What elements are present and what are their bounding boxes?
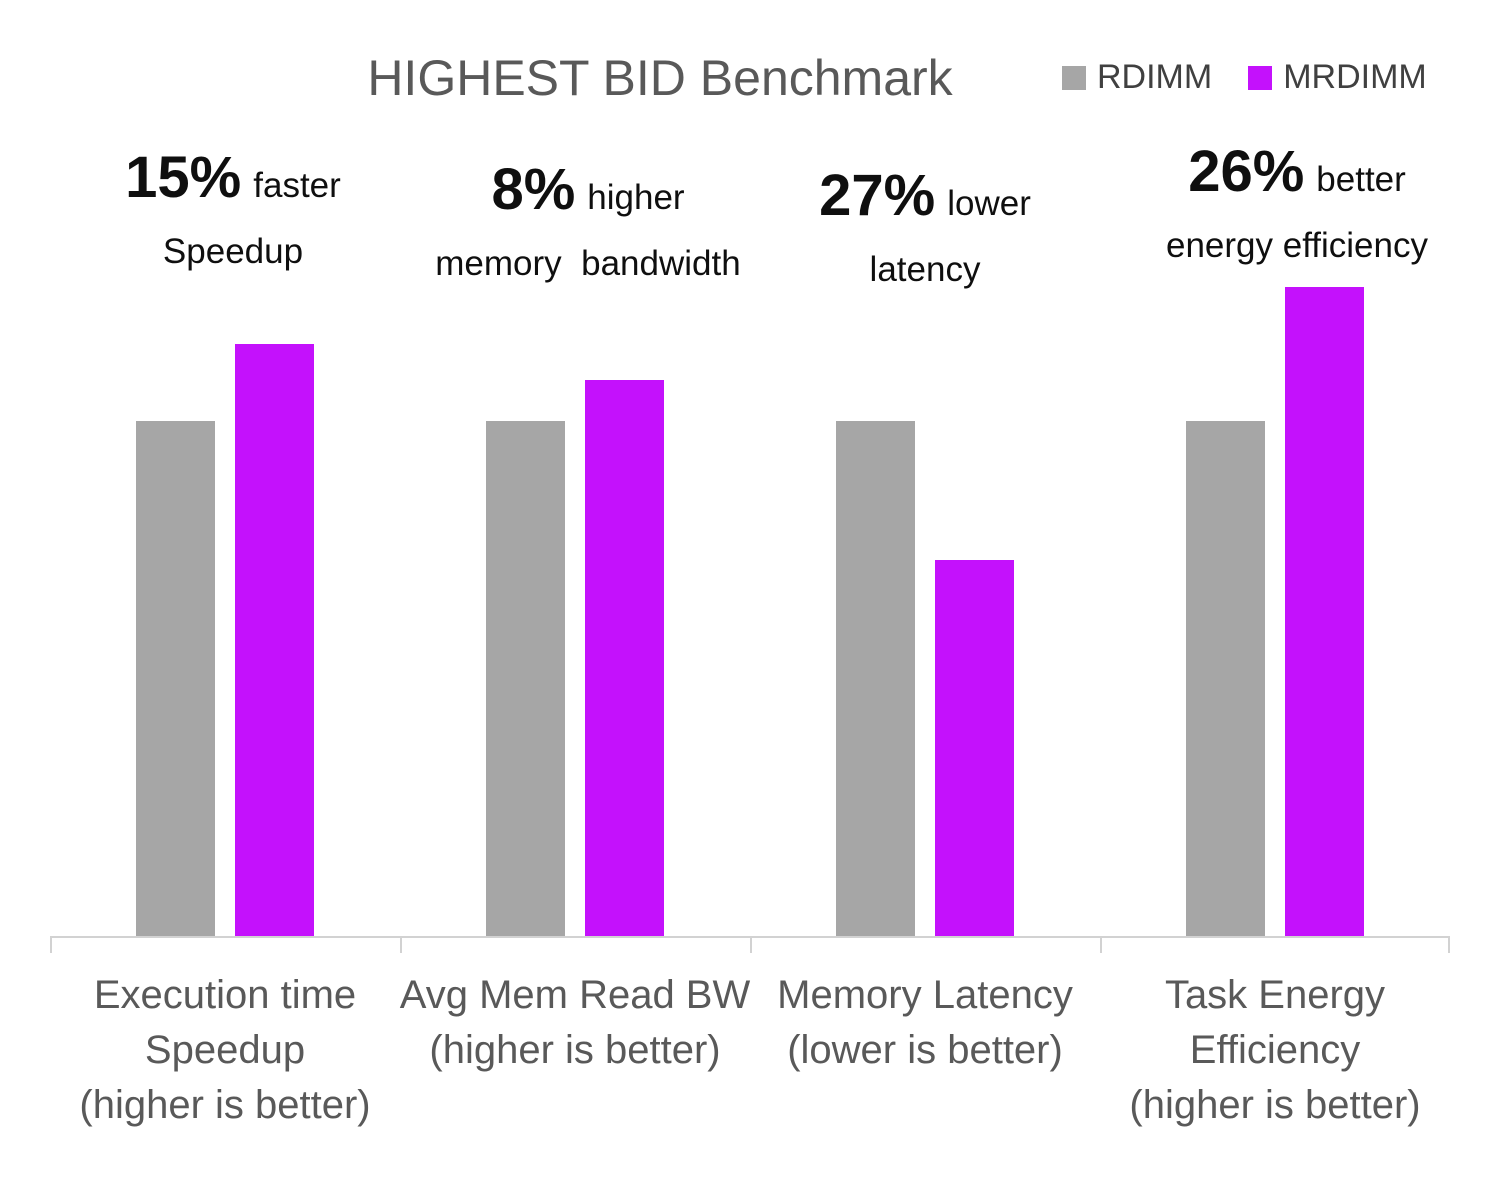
category-label-line: (higher is better): [1129, 1083, 1421, 1127]
category-label-line: Memory Latency: [777, 973, 1073, 1017]
annotation-qualifier: higher: [587, 178, 685, 217]
annotation: 27% lower latency: [750, 164, 1100, 293]
x-axis-tick: [1448, 936, 1450, 953]
annotation-headline: 15% faster: [58, 146, 408, 225]
annotation-percent: 15%: [125, 145, 242, 210]
bar-mrdimm: [235, 344, 314, 936]
category-label: Memory Latency (lower is better): [740, 968, 1110, 1078]
x-axis-tick: [50, 936, 52, 953]
category-label-line: Avg Mem Read BW: [399, 973, 751, 1017]
category-label: Avg Mem Read BW (higher is better): [390, 968, 760, 1078]
legend-label: MRDIMM: [1283, 58, 1427, 96]
category-label-line: (higher is better): [429, 1028, 721, 1072]
annotation: 15% faster Speedup: [58, 146, 408, 275]
annotation-percent: 27%: [819, 163, 936, 228]
bar-mrdimm: [935, 560, 1014, 936]
x-axis-tick: [1100, 936, 1102, 953]
category-label-line: (higher is better): [79, 1083, 371, 1127]
category-label-line: Task Energy: [1164, 973, 1386, 1017]
bar-rdimm: [836, 421, 915, 936]
category-label-line: Execution time: [93, 973, 357, 1017]
annotation-subline: Speedup: [162, 232, 304, 271]
chart-title: HIGHEST BID Benchmark: [367, 50, 953, 106]
legend-item-rdimm: RDIMM: [1062, 58, 1212, 97]
legend-swatch-icon: [1248, 65, 1273, 90]
category-label-line: (lower is better): [787, 1028, 1063, 1072]
annotation-qualifier: better: [1316, 160, 1406, 199]
x-axis-tick: [400, 936, 402, 953]
annotation-subline: latency: [869, 250, 981, 289]
category-label: Execution time Speedup (higher is better): [40, 968, 410, 1133]
annotation-headline: 8% higher: [413, 158, 763, 237]
bar-rdimm: [486, 421, 565, 936]
bar-rdimm: [1186, 421, 1265, 936]
annotation-subline: energy efficiency: [1165, 226, 1428, 265]
category-label-line: Efficiency: [1189, 1028, 1361, 1072]
annotation-headline: 26% better: [1122, 140, 1472, 219]
annotation: 26% better energy efficiency: [1122, 140, 1472, 269]
bar-rdimm: [136, 421, 215, 936]
annotation-qualifier: lower: [947, 184, 1031, 223]
legend-item-mrdimm: MRDIMM: [1248, 58, 1427, 97]
bar-mrdimm: [585, 380, 664, 936]
category-label-line: Speedup: [144, 1028, 306, 1072]
legend: RDIMM MRDIMM: [1062, 58, 1427, 97]
category-label: Task Energy Efficiency (higher is better): [1090, 968, 1460, 1133]
legend-swatch-icon: [1062, 65, 1086, 90]
annotation-subline: memory bandwidth: [435, 244, 741, 283]
annotation-headline: 27% lower: [750, 164, 1100, 243]
annotation-qualifier: faster: [253, 166, 341, 205]
annotation: 8% higher memory bandwidth: [413, 158, 763, 287]
annotation-percent: 26%: [1188, 139, 1305, 204]
x-axis-tick: [750, 936, 752, 953]
annotation-percent: 8%: [491, 157, 576, 222]
bar-mrdimm: [1285, 287, 1364, 936]
legend-label: RDIMM: [1097, 58, 1213, 96]
